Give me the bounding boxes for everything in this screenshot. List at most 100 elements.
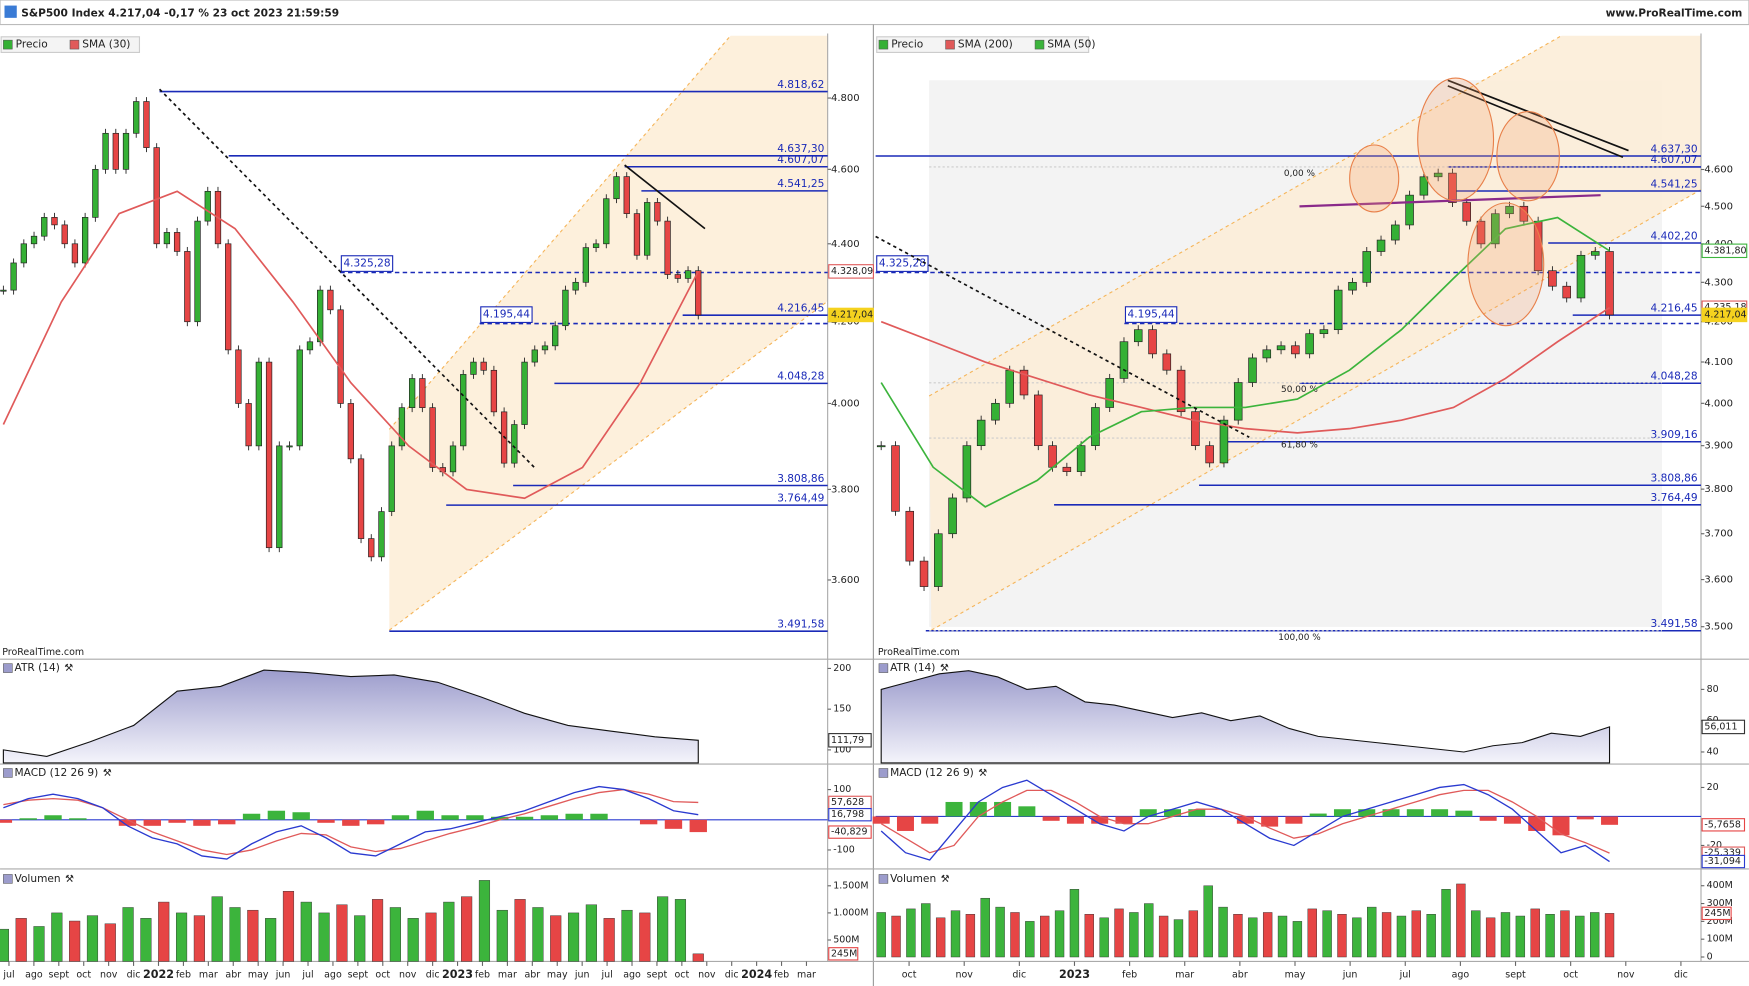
candle [592,243,600,248]
histogram-bar [218,819,236,825]
volume-bar [935,917,946,958]
volume-bar [1010,912,1020,958]
value-badge-label: 245M [1704,908,1730,919]
candle [10,262,17,291]
candle [1348,281,1357,291]
volume-bar [550,915,562,962]
x-tick-label: ago [324,969,342,980]
legend-swatch [878,39,889,50]
trend-line [1447,79,1629,152]
x-tick-label: jul [2,969,14,980]
y-tick-label: 100M [1707,934,1733,945]
candle [905,510,915,562]
histogram-bar [1236,816,1254,824]
candle [143,101,150,148]
volume-bar [1381,912,1392,958]
signal-line [3,788,699,856]
y-tick-label: -20 [1707,840,1722,851]
x-tick-label: dic [1674,969,1688,980]
histogram-bar [143,819,161,826]
atr-area [880,670,1611,764]
level-label: 3.808,86 [777,473,824,485]
histogram-bar [366,819,385,825]
volume-bar [1352,917,1362,958]
candle [235,349,242,404]
histogram-bar [945,801,963,817]
candle [991,402,1000,421]
value-badge [828,825,872,839]
y-tick-label: 4.200 [1704,317,1733,328]
panel-title: MACD (12 26 9) [890,767,974,779]
candle [1276,345,1286,351]
panel-title: ATR (14) [890,662,935,674]
volume-bar [876,912,886,958]
level-label: 3.764,49 [1651,492,1698,504]
candle [133,101,140,134]
x-tick-label: oct [674,969,689,980]
candle [521,361,528,425]
candle [664,220,671,275]
x-tick-label: nov [1617,969,1635,980]
candle [962,445,972,499]
volume-bar [1218,906,1228,958]
histogram-bar [342,819,360,826]
y-tick-label: 40 [1707,746,1719,757]
candle [1362,251,1372,283]
candle [419,378,426,408]
channel [389,35,828,631]
candle [1505,205,1514,215]
candle [327,289,334,311]
settings-icon: ⚒ [978,768,987,779]
volume-bar [140,918,152,962]
x-tick-label: 2022 [143,968,174,981]
candle [1376,239,1386,252]
candle [1448,172,1457,203]
candle [92,168,99,218]
candle [684,270,692,279]
histogram-bar [1261,816,1279,827]
x-tick-label: feb [176,969,191,980]
volume-bar [921,903,931,958]
value-badge-label: -40,829 [831,827,868,838]
histogram-bar [515,816,534,820]
candle [388,445,395,512]
y-tick-label: 4.600 [1704,164,1733,175]
volume-bar [1248,917,1258,958]
histogram-bar [1115,816,1133,824]
x-tick-label: mar [797,969,816,980]
value-badge-label: -25,339 [1704,848,1741,859]
volume-bar [1441,889,1451,958]
level-label: 4.637,30 [1651,143,1698,155]
candle [1091,407,1100,447]
channel-line [931,189,1702,631]
price-badge-label: 4.217,04 [831,309,873,320]
histogram-bar [1164,809,1182,817]
candle [317,289,324,343]
volume-bar [1471,910,1481,958]
candle [449,445,457,473]
value-badge-label: -31,094 [1704,856,1741,867]
trend-line [1299,194,1601,208]
x-tick-label: nov [698,969,716,980]
volume-bar [175,912,188,962]
volume-bar [104,923,116,962]
y-tick-label: 200 [833,663,851,674]
volume-bar [496,909,508,962]
candle [1062,466,1072,472]
candle [934,533,943,587]
y-tick-label: 4.300 [1704,277,1733,288]
candle [919,560,929,587]
value-badge [828,808,872,822]
y-tick-label: 300M [1707,898,1733,909]
volume-bar [336,904,348,962]
candle [1133,329,1143,343]
panel-icon [3,874,13,884]
fib-label: 0,00 % [1284,169,1315,179]
price-badge [1701,307,1748,323]
histogram-bar [590,813,608,820]
panel-title: ATR (14) [15,662,60,674]
candle [347,403,354,460]
volume-bar [158,901,170,962]
